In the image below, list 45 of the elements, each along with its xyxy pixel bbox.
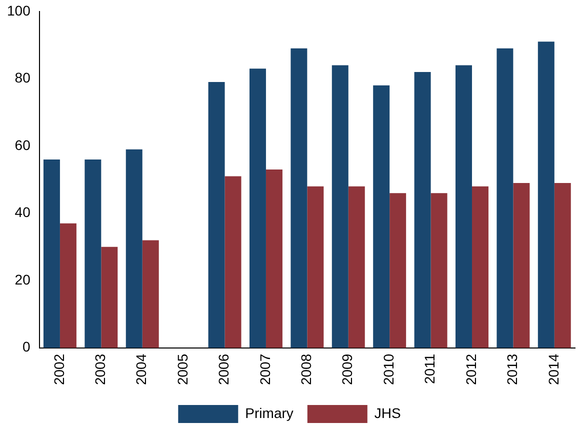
bar [332,65,348,348]
legend-label: Primary [245,404,294,421]
bar [538,42,554,348]
bar [60,223,76,348]
x-tick-label: 2008 [298,354,314,386]
x-tick-label: 2003 [92,354,108,386]
y-tick-label: 40 [14,204,31,220]
bar [456,65,472,348]
bar [513,182,530,348]
bar [348,186,365,348]
y-tick-label: 60 [14,136,31,153]
bar [373,85,390,348]
bar [142,240,159,348]
bar [101,246,118,348]
x-tick-label: 2005 [174,354,190,386]
bar [290,48,308,348]
bar [390,193,406,348]
bar [496,48,514,348]
bar [266,170,282,348]
legend-label: JHS [374,404,401,421]
x-tick-label: 2006 [216,354,232,386]
bar [430,193,448,348]
x-tick-label: 2007 [256,354,273,386]
x-tick-label: 2012 [462,354,479,386]
bar [126,149,142,348]
bar [84,159,102,348]
x-tick-label: 2009 [339,354,356,386]
x-tick-label: 2011 [422,354,438,384]
bar [414,72,431,348]
x-tick-label: 2002 [50,354,67,386]
x-tick-label: 2014 [545,354,562,386]
y-tick-label: 80 [14,70,31,86]
bar [224,176,242,348]
x-tick-label: 2004 [133,354,150,386]
y-tick-label: 0 [22,338,31,355]
x-tick-label: 2010 [380,354,396,386]
bar [208,82,225,348]
bar [472,186,488,348]
bar [43,159,60,348]
bar [307,186,324,348]
bar [249,68,266,348]
x-tick-label: 2013 [504,354,520,386]
y-tick-label: 100 [7,2,31,18]
bar [554,182,571,348]
y-tick-label: 20 [14,271,31,288]
